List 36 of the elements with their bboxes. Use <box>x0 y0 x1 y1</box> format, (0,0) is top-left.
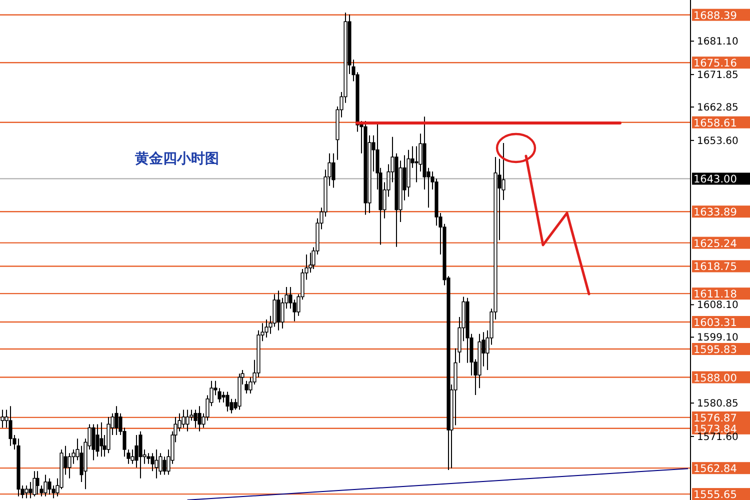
ref-line-label: 1643.00 <box>694 174 737 186</box>
ref-line-label: 1576.87 <box>694 412 737 424</box>
ref-line-label: 1603.31 <box>694 316 737 329</box>
ref-tag: 1675.16 <box>692 56 750 70</box>
y-tick-label: 1599.10 <box>697 332 738 344</box>
ref-line-label: 1625.24 <box>694 238 738 250</box>
y-tick-label: 1681.10 <box>697 36 738 48</box>
title: 黄金四小时图 <box>135 151 219 167</box>
ref-line-label: 1688.39 <box>694 10 737 22</box>
y-tick-label: 1608.10 <box>697 300 738 312</box>
y-tick-label: 1653.60 <box>697 136 738 147</box>
ref-line-label: 1658.61 <box>694 117 737 130</box>
ref-tag: 1618.75 <box>692 260 750 274</box>
ref-line-label: 1611.18 <box>694 288 737 301</box>
ref-line-label: 1555.65 <box>694 489 737 500</box>
ref-line-label: 1618.75 <box>694 261 737 274</box>
ref-tag: 1688.39 <box>692 8 750 22</box>
y-tick-label: 1662.85 <box>697 102 738 114</box>
ref-tag: 1603.31 <box>692 316 750 329</box>
ref-line-label: 1562.84 <box>694 463 738 476</box>
ref-tag: 1576.87 <box>692 411 750 424</box>
ref-line-label: 1595.83 <box>694 344 737 356</box>
ref-tag: 1625.24 <box>692 236 750 250</box>
y-tick-label: 1580.85 <box>697 398 738 410</box>
ref-tag: 1595.83 <box>692 343 750 356</box>
ref-tag: 1588.00 <box>692 371 750 384</box>
ref-line-label: 1675.16 <box>694 58 738 70</box>
ref-line-label: 1633.89 <box>694 206 737 219</box>
ref-tag: 1562.84 <box>692 462 750 476</box>
ref-tag: 1633.89 <box>692 206 750 219</box>
ref-tag: 1643.00 <box>692 172 750 186</box>
ref-tag: 1611.18 <box>692 288 750 301</box>
ref-tag: 1555.65 <box>692 488 750 500</box>
ref-line-label: 1588.00 <box>694 372 737 384</box>
y-tick-label: 1671.85 <box>697 70 738 82</box>
ref-tag: 1658.61 <box>692 116 750 130</box>
